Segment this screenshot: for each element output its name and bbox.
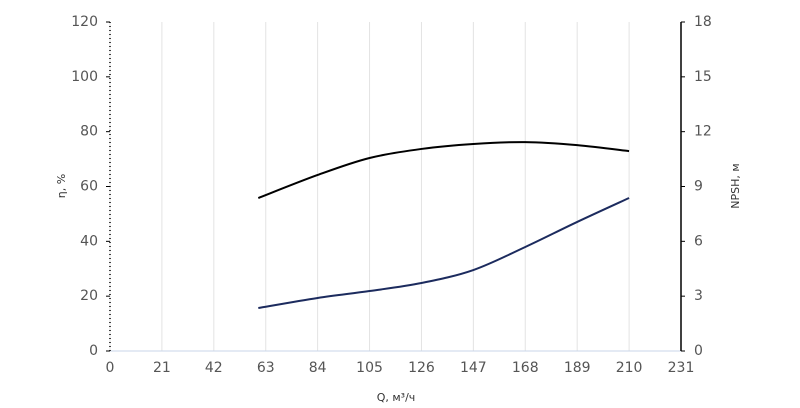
x-tick-label: 126 xyxy=(408,360,435,376)
y-tick-label: 60 xyxy=(80,179,98,195)
y2-tick-label: 3 xyxy=(694,288,703,304)
y-tick-label: 0 xyxy=(89,343,98,359)
y-tick-label: 80 xyxy=(80,124,98,140)
x-tick-label: 42 xyxy=(205,360,223,376)
series-line xyxy=(257,141,630,199)
y-tick-label: 100 xyxy=(71,69,98,85)
x-tick-label: 189 xyxy=(564,360,591,376)
y2-axis-label: NPSH, м xyxy=(729,163,742,208)
x-tick-label: 147 xyxy=(460,360,487,376)
x-tick-label: 168 xyxy=(512,360,539,376)
y2-tick-label: 15 xyxy=(694,69,712,85)
x-tick-label: 84 xyxy=(309,360,327,376)
x-tick-label: 231 xyxy=(668,360,695,376)
y-tick-label: 120 xyxy=(71,14,98,30)
x-tick-label: 210 xyxy=(616,360,643,376)
y2-tick-label: 18 xyxy=(694,14,712,30)
x-tick-label: 21 xyxy=(153,360,171,376)
x-tick-label: 105 xyxy=(356,360,383,376)
y-tick-label: 20 xyxy=(80,288,98,304)
y-axis-label: η, % xyxy=(55,174,68,198)
y2-tick-label: 9 xyxy=(694,179,703,195)
y2-tick-label: 12 xyxy=(694,124,712,140)
x-axis-label: Q, м³/ч xyxy=(377,391,416,404)
y2-tick-label: 6 xyxy=(694,233,703,249)
y2-tick-label: 0 xyxy=(694,343,703,359)
x-tick-label: 63 xyxy=(257,360,275,376)
x-tick-label: 0 xyxy=(106,360,115,376)
y-tick-label: 40 xyxy=(80,233,98,249)
series-line xyxy=(258,197,630,310)
